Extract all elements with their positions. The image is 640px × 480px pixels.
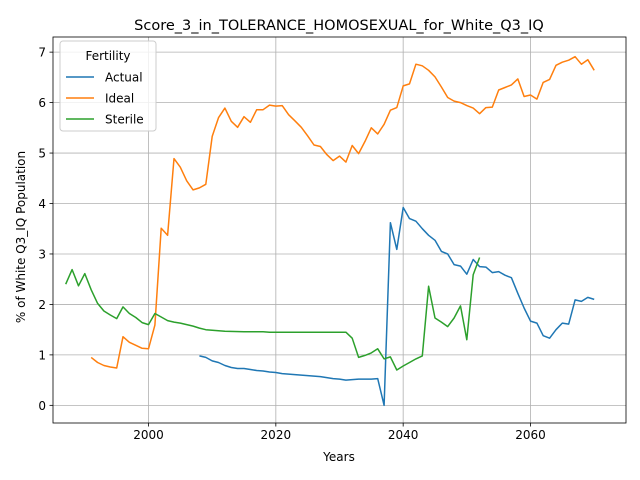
plot-area-frame bbox=[52, 36, 627, 424]
x-tick-label: 2000 bbox=[133, 428, 164, 442]
y-tick-label: 4 bbox=[38, 197, 46, 211]
legend-label-actual: Actual bbox=[105, 71, 143, 85]
y-tick-label: 0 bbox=[38, 399, 46, 413]
y-tick-label: 2 bbox=[38, 298, 46, 312]
legend-title: Fertility bbox=[85, 49, 130, 63]
x-tick-label: 2040 bbox=[388, 428, 419, 442]
legend-items: Actual Ideal Sterile bbox=[66, 71, 144, 127]
y-tick-label: 3 bbox=[38, 247, 46, 261]
x-axis-ticks: 2000 2020 2040 2060 bbox=[133, 423, 546, 442]
series-line-ideal bbox=[90, 55, 595, 369]
y-tick-label: 5 bbox=[38, 147, 46, 161]
series-lines bbox=[65, 55, 595, 407]
y-tick-label: 1 bbox=[38, 348, 46, 362]
legend: Fertility Actual Ideal Sterile bbox=[59, 40, 157, 132]
y-tick-label: 7 bbox=[38, 46, 46, 60]
y-tick-label: 6 bbox=[38, 96, 46, 110]
legend-label-ideal: Ideal bbox=[105, 92, 134, 106]
x-axis-label: Years bbox=[322, 450, 355, 464]
series-line-sterile bbox=[65, 257, 481, 371]
x-tick-label: 2060 bbox=[515, 428, 546, 442]
y-axis-label: % of White Q3_IQ Population bbox=[14, 151, 28, 323]
y-axis-ticks: 0 1 2 3 4 5 6 7 bbox=[38, 46, 53, 413]
legend-box bbox=[59, 40, 157, 132]
chart-title: Score_3_in_TOLERANCE_HOMOSEXUAL_for_Whit… bbox=[134, 18, 544, 34]
x-tick-label: 2020 bbox=[261, 428, 292, 442]
series-line-actual bbox=[199, 206, 595, 407]
legend-label-sterile: Sterile bbox=[105, 113, 144, 127]
